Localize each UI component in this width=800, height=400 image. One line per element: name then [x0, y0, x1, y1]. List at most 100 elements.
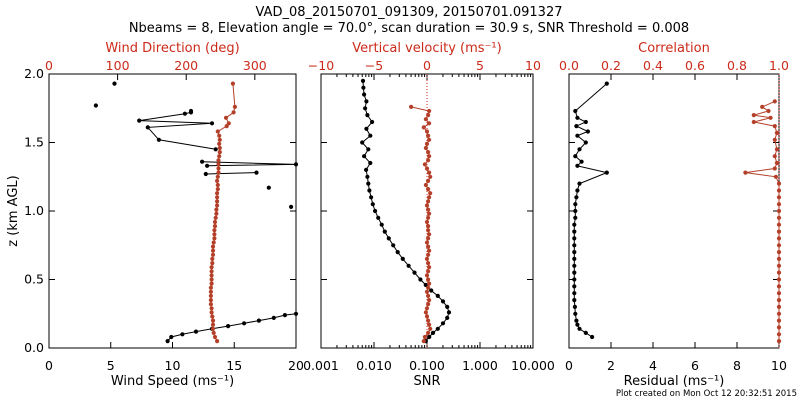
- data-point-red: [773, 174, 779, 179]
- data-point-red: [209, 277, 214, 282]
- x-top-tick-label: 200: [174, 58, 198, 73]
- data-point-red: [772, 166, 777, 171]
- data-point-red: [215, 174, 220, 179]
- data-point-black: [266, 185, 271, 190]
- series-line-black: [573, 83, 609, 338]
- data-point-red: [424, 129, 430, 134]
- x-bottom-tick-label: 0.100: [409, 358, 445, 373]
- data-point-black: [271, 315, 276, 320]
- data-point-black: [362, 92, 367, 97]
- data-point-black: [137, 118, 142, 123]
- data-point-red: [776, 311, 782, 316]
- data-point-red: [427, 265, 432, 270]
- x-bottom-axis-title: SNR: [413, 374, 440, 389]
- data-point-red: [772, 137, 777, 142]
- data-point-black: [575, 115, 580, 120]
- data-point-red: [428, 174, 433, 179]
- series-line-black: [139, 111, 216, 150]
- data-point-red: [427, 248, 432, 253]
- y-tick-label: 0.0: [24, 340, 44, 355]
- data-point-red: [766, 108, 771, 114]
- x-bottom-axis-title: Wind Speed (ms⁻¹): [111, 374, 234, 389]
- data-point-black: [573, 154, 578, 159]
- data-point-black: [366, 181, 371, 186]
- plot-footer: Plot created on Mon Oct 12 20:32:51 2015: [616, 389, 797, 399]
- data-point-red: [209, 310, 214, 315]
- y-tick-label: 0.5: [24, 272, 44, 287]
- data-point-red: [208, 302, 213, 307]
- data-point-red: [426, 330, 431, 335]
- data-point-black: [386, 236, 391, 241]
- data-point-black: [412, 270, 417, 275]
- data-point-black: [579, 159, 584, 164]
- data-point-red: [208, 289, 213, 294]
- data-point-red: [424, 219, 430, 225]
- data-point-black: [435, 293, 440, 298]
- data-point-red: [212, 224, 218, 229]
- data-point-black: [573, 208, 578, 214]
- data-point-red: [426, 199, 431, 204]
- data-point-black: [364, 99, 369, 104]
- data-point-red: [427, 322, 432, 327]
- data-point-red: [426, 150, 431, 155]
- data-point-red: [215, 129, 220, 134]
- data-point-red: [427, 121, 432, 126]
- data-point-red: [216, 166, 221, 171]
- data-point-red: [215, 178, 220, 183]
- data-point-black: [379, 222, 384, 227]
- data-point-black: [572, 222, 577, 227]
- series-line-red: [210, 83, 236, 342]
- data-point-red: [776, 181, 782, 186]
- data-point-black: [573, 311, 578, 316]
- data-point-red: [215, 191, 220, 196]
- data-point-red: [421, 339, 426, 344]
- data-point-black: [145, 125, 150, 130]
- data-point-black: [282, 313, 287, 318]
- data-point-black: [575, 188, 580, 193]
- y-tick-label: 1.5: [24, 135, 44, 150]
- data-point-red: [427, 298, 432, 303]
- data-point-red: [776, 318, 782, 323]
- data-point-black: [577, 181, 582, 186]
- data-point-black: [203, 171, 208, 177]
- data-point-red: [223, 115, 229, 120]
- x-bottom-tick-label: 6: [691, 358, 699, 373]
- data-point-red: [210, 326, 216, 331]
- data-point-red: [422, 334, 427, 340]
- x-top-tick-label: 0.0: [559, 58, 579, 73]
- x-top-tick-label: 1.0: [769, 58, 789, 73]
- data-point-black: [572, 277, 577, 282]
- data-point-black: [369, 195, 374, 200]
- data-point-black: [583, 140, 588, 145]
- data-point-red: [776, 236, 782, 241]
- data-point-red: [226, 121, 231, 126]
- x-bottom-tick-label: 0: [45, 358, 53, 373]
- data-point-red: [424, 256, 430, 261]
- data-point-red: [426, 285, 431, 290]
- x-top-axis-title: Vertical velocity (ms⁻¹): [352, 41, 501, 56]
- data-point-red: [427, 195, 432, 200]
- data-point-red: [776, 256, 782, 261]
- data-point-red: [426, 236, 431, 241]
- data-point-black: [440, 299, 446, 304]
- data-point-black: [583, 330, 588, 335]
- x-top-tick-label: 0.8: [727, 58, 747, 73]
- data-point-black: [182, 111, 187, 116]
- data-point-black: [577, 326, 582, 331]
- data-point-black: [169, 334, 174, 340]
- data-point-black: [572, 270, 577, 275]
- data-point-red: [776, 339, 782, 344]
- data-point-black: [572, 291, 577, 296]
- data-point-black: [361, 85, 366, 90]
- data-point-red: [426, 113, 431, 118]
- data-point-black: [572, 250, 577, 255]
- data-point-red: [424, 166, 430, 171]
- data-point-red: [210, 318, 216, 323]
- data-point-red: [215, 182, 220, 188]
- data-point-black: [242, 321, 247, 326]
- data-point-black: [430, 330, 436, 335]
- data-point-red: [212, 236, 217, 241]
- data-point-red: [427, 137, 432, 142]
- data-point-black: [370, 119, 375, 125]
- data-point-red: [216, 170, 221, 175]
